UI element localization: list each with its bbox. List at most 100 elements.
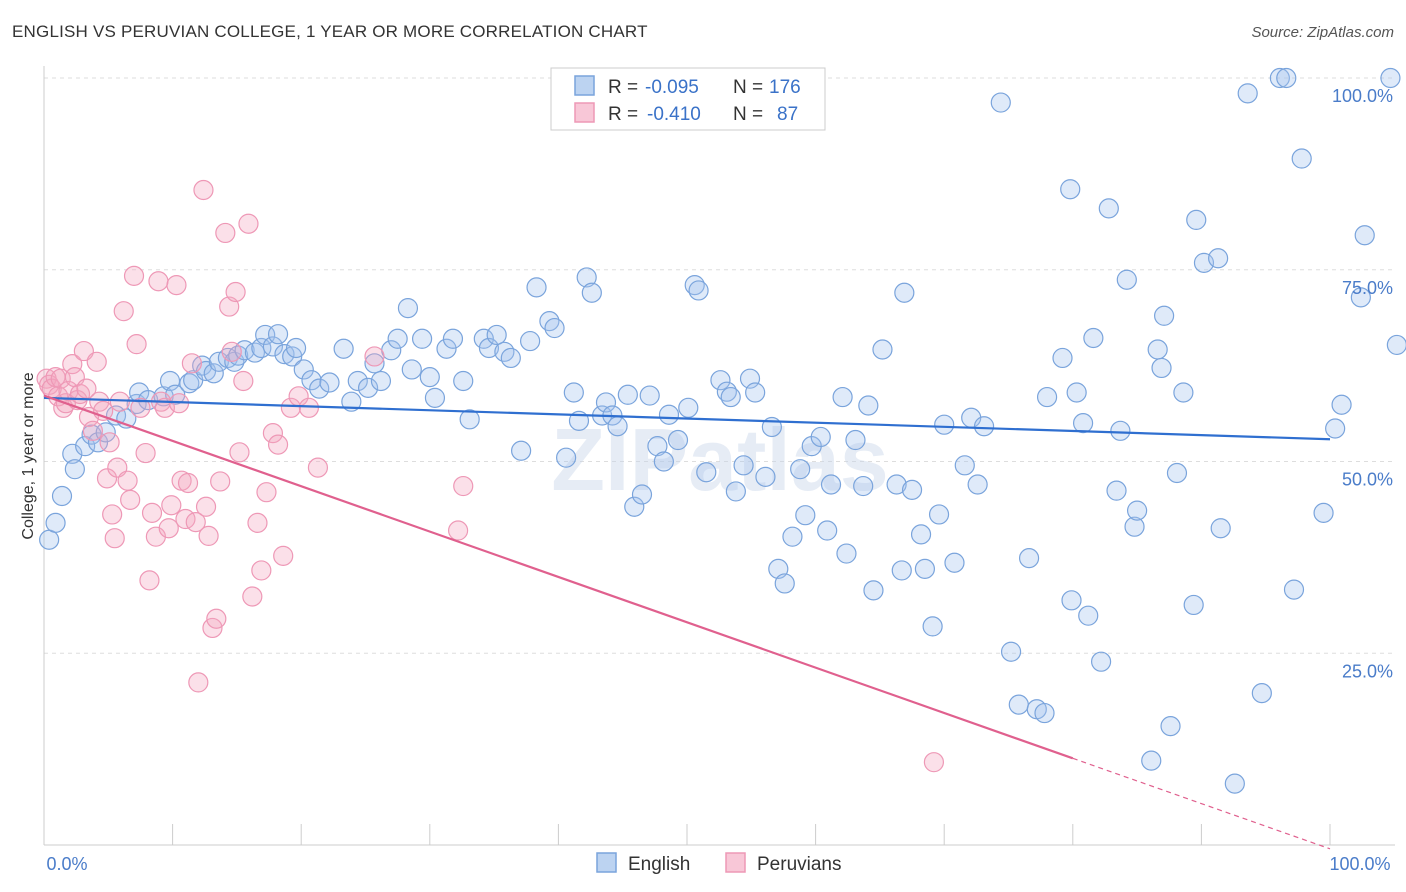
english-points: [39, 67, 1406, 794]
english-point-110: [863, 580, 884, 601]
peruvian-trend-extension: [1072, 757, 1331, 850]
english-point-164: [1283, 579, 1305, 600]
english-point-72: [595, 392, 617, 413]
english-point-78: [639, 385, 660, 406]
english-point-143: [1110, 420, 1131, 441]
english-point-39: [333, 338, 354, 359]
english-point-42: [357, 377, 379, 398]
peruvian-point-67: [267, 434, 289, 455]
english-point-129: [1018, 548, 1040, 569]
english-point-128: [1008, 694, 1029, 715]
english-point-154: [1183, 594, 1204, 616]
english-point-160: [1237, 83, 1258, 104]
english-point-93: [745, 382, 766, 403]
english-point-49: [411, 328, 433, 349]
english-point-132: [1036, 386, 1058, 408]
english-point-69: [576, 267, 597, 288]
peruvian-point-23: [104, 528, 125, 549]
english-point-97: [774, 573, 795, 594]
axes: [43, 66, 1395, 846]
english-point-56: [473, 328, 494, 349]
peruvians-series-swatch: [725, 852, 746, 873]
english-point-55: [459, 409, 480, 430]
peruvian-point-9: [62, 353, 83, 375]
peruvian-point-16: [82, 420, 103, 441]
peruvian-point-53: [206, 608, 227, 629]
english-point-152: [1166, 462, 1188, 484]
english-point-64: [539, 311, 560, 332]
english-point-85: [688, 280, 709, 301]
english-point-81: [658, 404, 680, 425]
grid: [44, 77, 1395, 654]
peruvian-point-28: [120, 489, 141, 510]
peruvian-point-39: [158, 518, 179, 539]
english-point-82: [667, 429, 689, 451]
english-point-102: [810, 426, 831, 448]
chart-title: ENGLISH VS PERUVIAN COLLEGE, 1 YEAR OR M…: [12, 22, 648, 41]
english-point-114: [894, 282, 915, 303]
english-point-21: [203, 363, 224, 384]
x-tick-100: 100.0%: [1329, 854, 1390, 874]
peruvian-point-75: [453, 475, 474, 497]
english-point-86: [696, 462, 717, 483]
english-point-91: [733, 455, 754, 476]
english-point-89: [720, 386, 741, 408]
english-point-119: [928, 504, 950, 525]
english-point-158: [1210, 518, 1231, 539]
english-point-112: [886, 474, 907, 495]
english-point-59: [494, 341, 515, 362]
english-point-58: [486, 324, 507, 346]
english-point-36: [301, 370, 322, 391]
english-point-163: [1276, 67, 1297, 89]
english-point-120: [934, 414, 955, 435]
peruvian-point-40: [161, 495, 182, 516]
peruvian-point-27: [117, 470, 138, 491]
english-point-167: [1325, 418, 1346, 439]
english-trend-line: [43, 396, 1331, 441]
english-point-1: [45, 512, 66, 533]
english-n-value: 176: [769, 77, 801, 98]
english-point-48: [401, 359, 422, 380]
english-point-7: [87, 432, 109, 453]
english-series-swatch: [596, 852, 617, 873]
y-tick-label-2: 75.0%: [1342, 278, 1393, 298]
peruvian-point-51: [198, 525, 219, 546]
english-point-25: [228, 345, 249, 366]
english-point-79: [647, 436, 668, 457]
peruvians-n-label: N =: [733, 104, 763, 125]
peruvian-point-29: [123, 265, 145, 286]
y-tick-label-3: 100.0%: [1332, 86, 1393, 106]
english-point-32: [274, 344, 295, 365]
peruvians-series-label: Peruvians: [757, 854, 842, 875]
english-r-value: -0.095: [645, 77, 699, 98]
english-point-61: [511, 440, 532, 461]
english-point-115: [901, 479, 923, 500]
y-tick-label-1: 50.0%: [1342, 470, 1393, 490]
english-point-75: [617, 384, 638, 405]
peruvian-point-20: [96, 468, 118, 489]
english-point-65: [544, 317, 565, 339]
english-point-105: [832, 386, 853, 408]
english-point-116: [910, 524, 932, 545]
english-point-151: [1160, 716, 1181, 737]
english-point-35: [293, 359, 314, 380]
series-legend: English Peruvians: [596, 852, 842, 875]
english-point-54: [453, 370, 474, 392]
y-axis-label: College, 1 year or more: [20, 372, 37, 539]
peruvian-point-71: [298, 397, 320, 418]
english-point-134: [1060, 179, 1081, 200]
peruvian-point-46: [181, 353, 202, 374]
english-point-111: [872, 339, 893, 360]
english-point-37: [309, 378, 330, 399]
english-point-171: [1380, 67, 1401, 89]
peruvian-point-41: [166, 274, 187, 296]
english-point-90: [725, 481, 746, 502]
english-point-83: [678, 397, 699, 418]
english-point-113: [891, 560, 912, 581]
english-legend-swatch: [574, 75, 595, 96]
english-point-139: [1083, 327, 1104, 349]
english-point-168: [1331, 394, 1352, 415]
english-point-144: [1116, 269, 1137, 290]
english-point-53: [442, 328, 464, 349]
english-point-44: [370, 370, 392, 392]
